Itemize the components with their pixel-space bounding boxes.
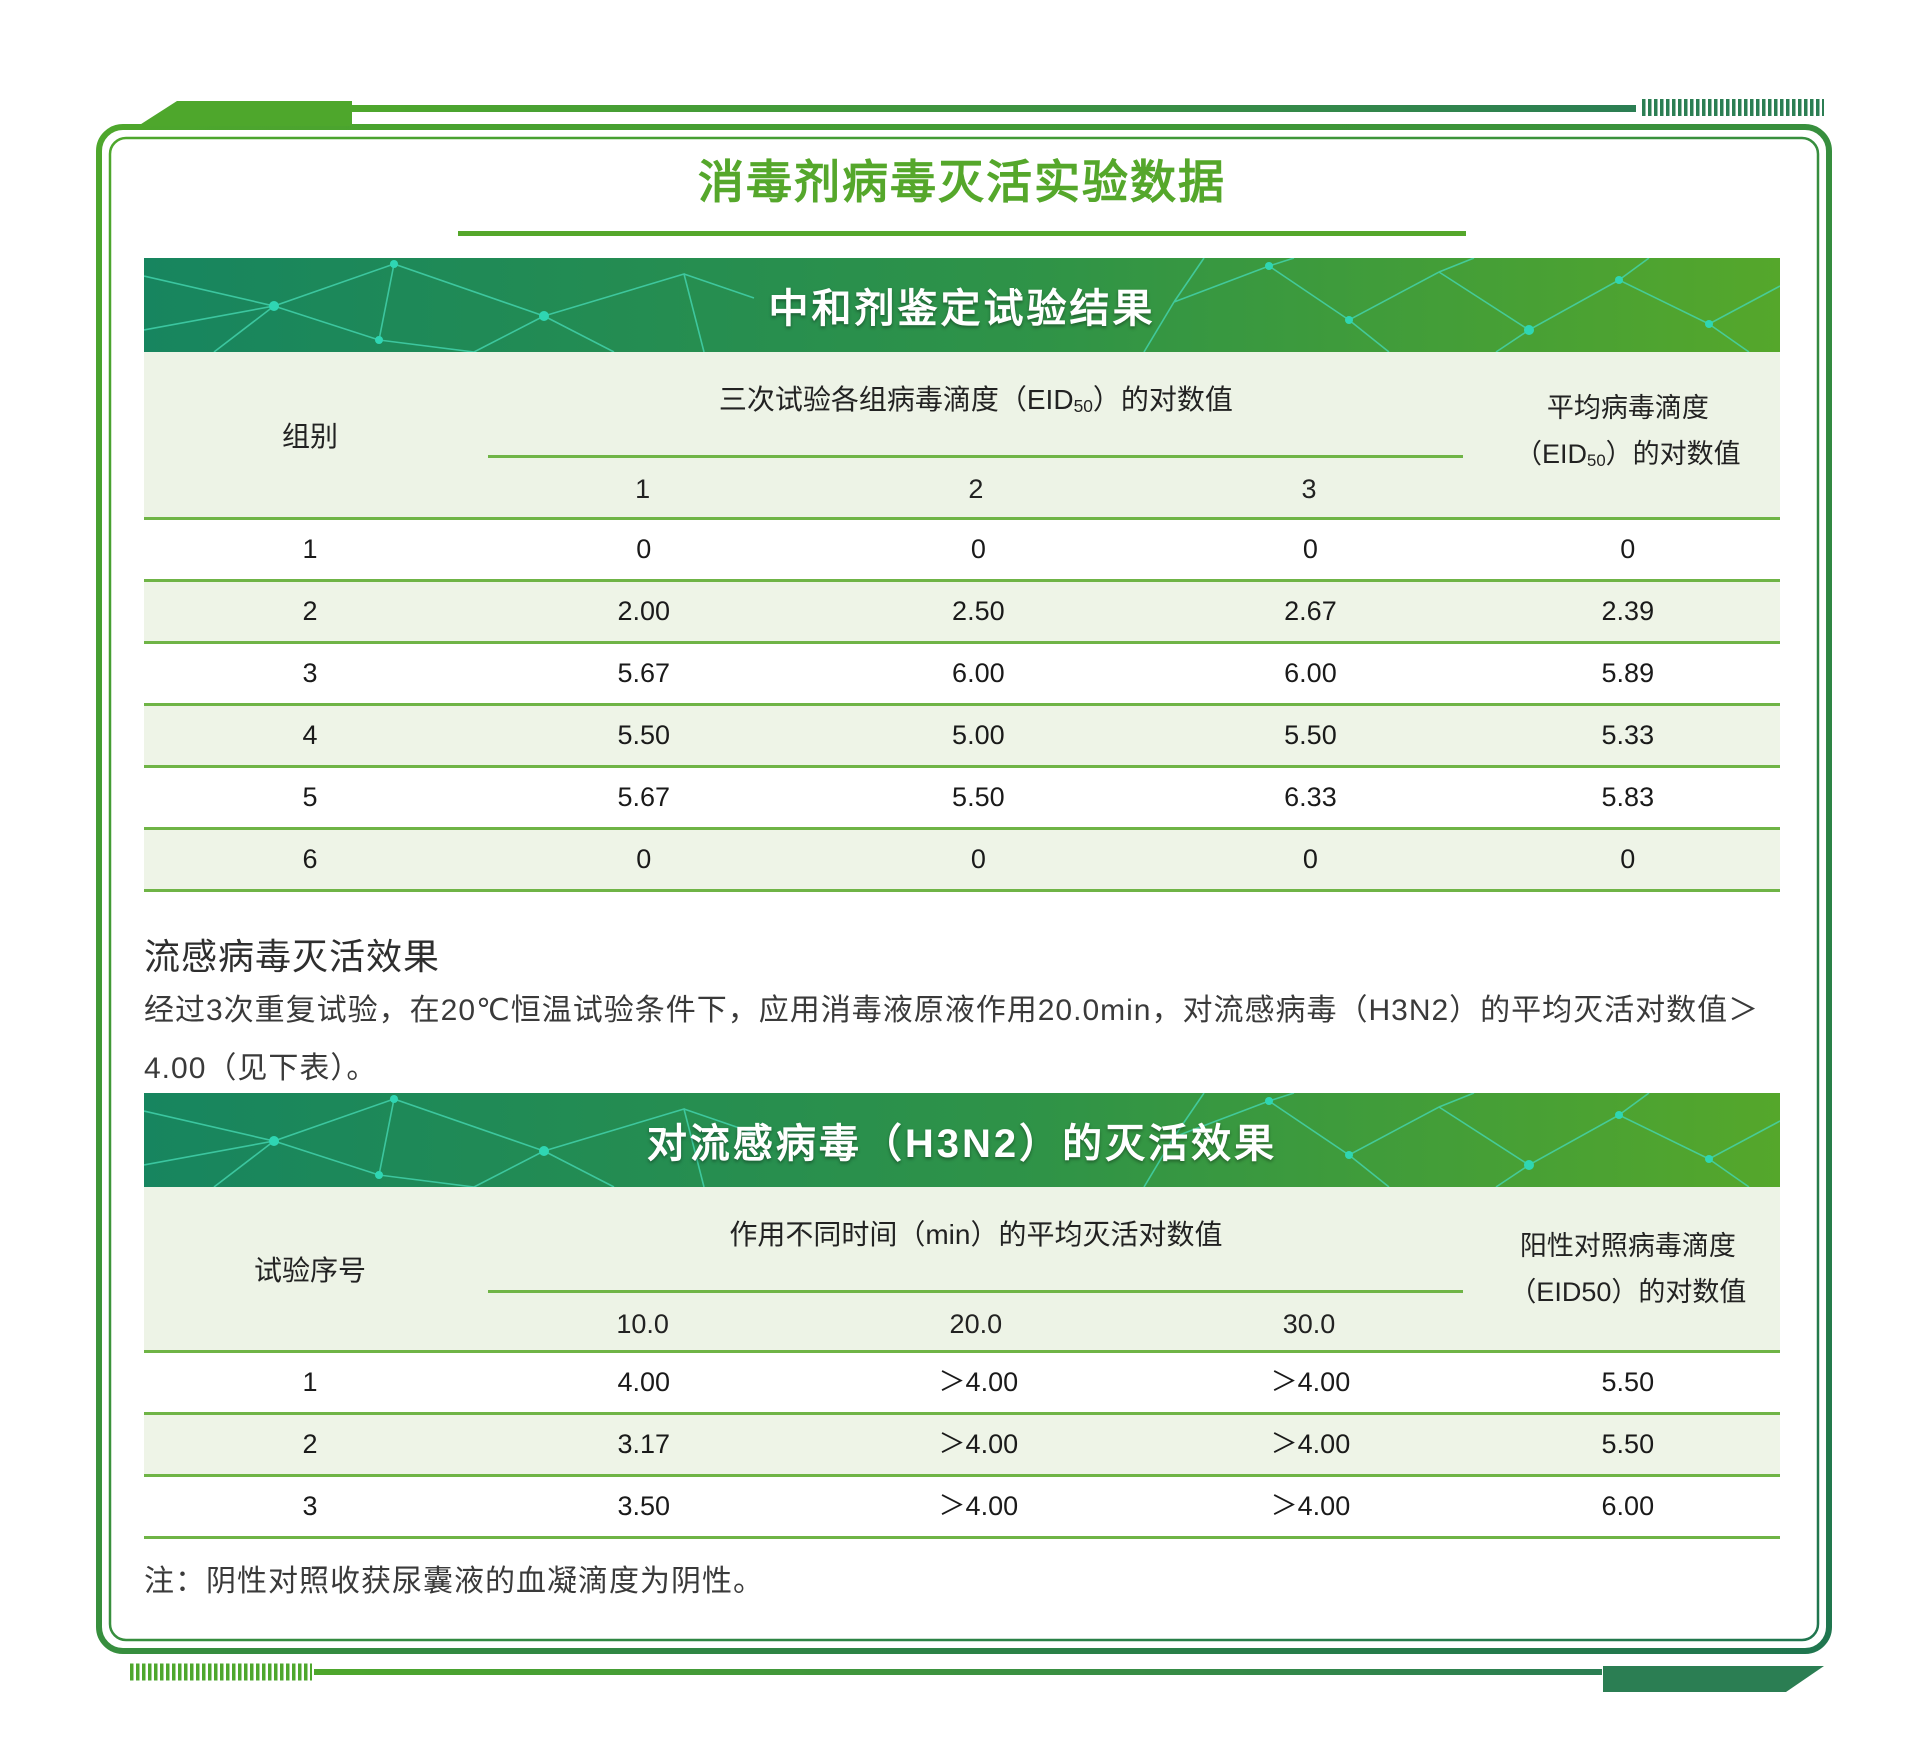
footnote: 注：阴性对照收获尿囊液的血凝滴度为阴性。 (144, 1565, 764, 1598)
avg-line2-prefix: （EID (1515, 439, 1588, 469)
cell-time10: 4.00 (617, 1367, 671, 1397)
table-row: 6 0 0 0 0 (144, 830, 1780, 892)
cell-average: 5.33 (1601, 720, 1655, 750)
table2-time-merged-header: 作用不同时间（min）的平均灭活对数值 (729, 1219, 1223, 1250)
table2-body: 1 4.00 ＞4.00 ＞4.00 5.50 2 3.17 ＞4.00 ＞4.… (144, 1350, 1780, 1539)
cell-control: 5.50 (1601, 1367, 1655, 1397)
table1-body: 1 0 0 0 0 2 2.00 2.50 2.67 2.39 3 5.67 6… (144, 517, 1780, 892)
table2-banner-title: 对流感病毒（H3N2）的灭活效果 (646, 1122, 1278, 1166)
cell-time30: ＞4.00 (1270, 1367, 1351, 1397)
cell-time10: 3.50 (617, 1491, 671, 1521)
table1-banner: 中和剂鉴定试验结果 (144, 258, 1780, 352)
avg-header-line2: （EID50）的对数值 (1515, 431, 1741, 484)
cell-average: 0 (1620, 844, 1636, 874)
table2-serial-column-header: 试验序号 (254, 1254, 367, 1286)
cell-trial3: 6.33 (1284, 782, 1337, 812)
table2-time-subheaders: 10.0 20.0 30.0 (476, 1302, 1476, 1347)
cell-trial2: 6.00 (952, 658, 1005, 688)
table1-trial-col-1: 1 (635, 474, 651, 504)
avg-header-line1: 平均病毒滴度 (1546, 393, 1709, 423)
cell-average: 2.39 (1601, 596, 1655, 626)
table2-time-col-20: 20.0 (949, 1309, 1003, 1339)
cell-control: 6.00 (1601, 1491, 1655, 1521)
cell-time10: 3.17 (617, 1429, 671, 1459)
cell-group: 4 (302, 720, 318, 750)
table1-trials-merged-header: 三次试验各组病毒滴度（EID50）的对数值 (476, 382, 1476, 424)
section-paragraph: 经过3次重复试验，在20℃恒温试验条件下，应用消毒液原液作用20.0min，对流… (144, 994, 1760, 1085)
cell-group: 6 (302, 844, 318, 874)
table1-banner-title: 中和剂鉴定试验结果 (768, 287, 1156, 331)
table1-trial-subheaders: 1 2 3 (476, 467, 1476, 512)
ctrl-header-line1: 阳性对照病毒滴度 (1519, 1230, 1736, 1261)
table1-header: 组别 三次试验各组病毒滴度（EID50）的对数值 1 2 3 平均病毒滴度 （E… (144, 352, 1780, 517)
table-row: 4 5.50 5.00 5.50 5.33 (144, 706, 1780, 768)
cell-average: 5.83 (1601, 782, 1655, 812)
cell-time30: ＞4.00 (1270, 1491, 1351, 1521)
table2-header: 试验序号 作用不同时间（min）的平均灭活对数值 10.0 20.0 30.0 … (144, 1187, 1780, 1350)
table-row: 1 0 0 0 0 (144, 520, 1780, 582)
table2-time-col-30: 30.0 (1282, 1309, 1336, 1339)
trials-header-text: 三次试验各组病毒滴度（EID (718, 384, 1074, 415)
table-row: 2 2.00 2.50 2.67 2.39 (144, 582, 1780, 644)
section-heading: 流感病毒灭活效果 (144, 936, 441, 977)
trials-header-text-suffix: ）的对数值 (1092, 384, 1233, 415)
table1-merged-header-underline (487, 455, 1463, 458)
cell-time20: ＞4.00 (938, 1429, 1019, 1459)
cell-trial2: 5.50 (952, 782, 1005, 812)
cell-average: 0 (1620, 534, 1636, 564)
cell-group: 5 (302, 782, 318, 812)
table1-average-column-header: 平均病毒滴度 （EID50）的对数值 (1476, 352, 1780, 517)
cell-control: 5.50 (1601, 1429, 1655, 1459)
cell-group: 1 (302, 534, 318, 564)
cell-serial: 1 (302, 1367, 318, 1397)
table2-time-col-10: 10.0 (616, 1309, 669, 1339)
table1-group-column-header: 组别 (282, 420, 339, 452)
cell-trial1: 2.00 (617, 596, 671, 626)
cell-trial3: 0 (1302, 534, 1318, 564)
ctrl-header-line2: （EID50）的对数值 (1509, 1276, 1747, 1307)
cell-time30: ＞4.00 (1270, 1429, 1351, 1459)
cell-group: 2 (302, 596, 318, 626)
content-area: 消毒剂病毒灭活实验数据 中和剂鉴定试验结果 组别 三次试验各组病毒滴度（EID5… (144, 0, 1780, 1760)
eid-subscript: 50 (1587, 451, 1606, 470)
cell-trial2: 5.00 (952, 720, 1005, 750)
cell-serial: 3 (302, 1491, 318, 1521)
cell-trial1: 0 (636, 534, 652, 564)
cell-group: 3 (302, 658, 318, 688)
cell-trial3: 5.50 (1284, 720, 1337, 750)
title-underline (458, 231, 1466, 236)
table2-banner: 对流感病毒（H3N2）的灭活效果 (144, 1093, 1780, 1187)
cell-trial3: 0 (1302, 844, 1318, 874)
table-row: 3 3.50 ＞4.00 ＞4.00 6.00 (144, 1477, 1780, 1539)
eid-subscript: 50 (1073, 396, 1093, 417)
cell-trial1: 0 (636, 844, 652, 874)
cell-time20: ＞4.00 (938, 1367, 1019, 1397)
table-row: 1 4.00 ＞4.00 ＞4.00 5.50 (144, 1353, 1780, 1415)
table-row: 2 3.17 ＞4.00 ＞4.00 5.50 (144, 1415, 1780, 1477)
cell-trial1: 5.67 (617, 658, 671, 688)
cell-trial2: 0 (970, 844, 986, 874)
table1-trial-col-2: 2 (968, 474, 984, 504)
table2-merged-header-underline (487, 1290, 1463, 1293)
cell-trial2: 0 (970, 534, 986, 564)
cell-trial1: 5.67 (617, 782, 671, 812)
cell-time20: ＞4.00 (938, 1491, 1019, 1521)
cell-serial: 2 (302, 1429, 318, 1459)
cell-trial1: 5.50 (617, 720, 671, 750)
avg-line2-suffix: ）的对数值 (1605, 439, 1741, 469)
cell-trial3: 2.67 (1284, 596, 1337, 626)
cell-trial2: 2.50 (952, 596, 1005, 626)
table2-control-column-header: 阳性对照病毒滴度 （EID50）的对数值 (1476, 1187, 1780, 1350)
cell-trial3: 6.00 (1284, 658, 1337, 688)
table1-trial-col-3: 3 (1301, 474, 1317, 504)
cell-average: 5.89 (1601, 658, 1655, 688)
table-row: 5 5.67 5.50 6.33 5.83 (144, 768, 1780, 830)
table-row: 3 5.67 6.00 6.00 5.89 (144, 644, 1780, 706)
page-title: 消毒剂病毒灭活实验数据 (698, 156, 1226, 208)
